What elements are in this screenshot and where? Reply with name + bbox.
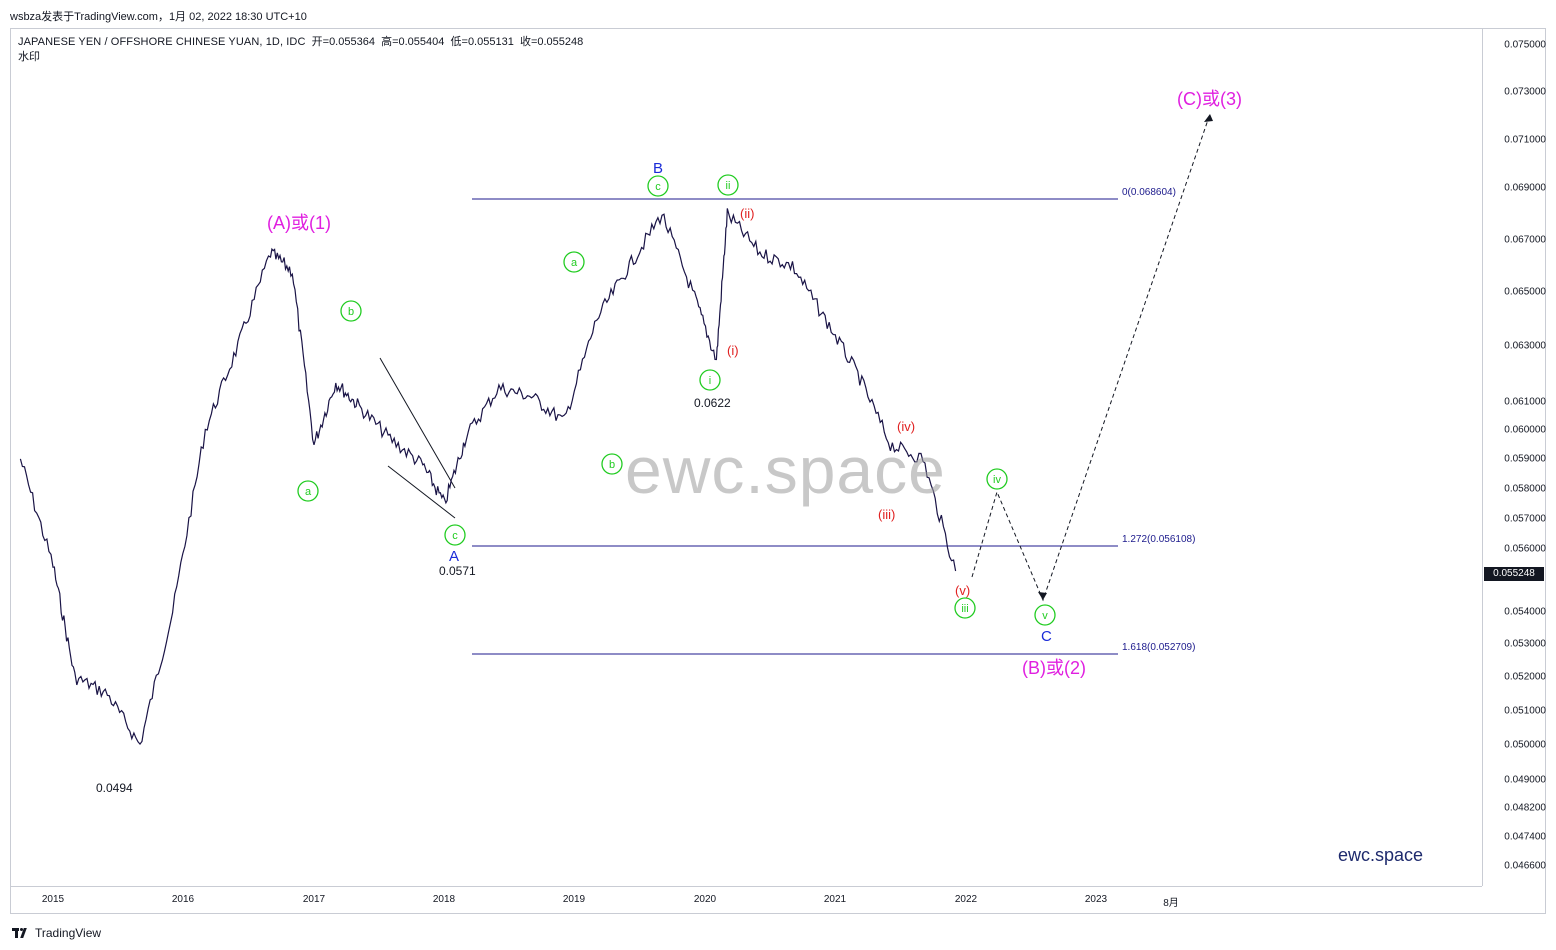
circle-label-i: i: [699, 369, 721, 391]
wave-label-B2: (B)或(2): [1022, 658, 1086, 678]
red-label-v: (v): [955, 583, 970, 598]
circle-label-c1: c: [444, 524, 466, 546]
svg-text:v: v: [1042, 610, 1048, 622]
red-label-ii: (ii): [740, 206, 754, 221]
wave-label-C3: (C)或(3): [1177, 89, 1242, 109]
svg-text:b: b: [348, 306, 354, 318]
circle-label-b1: b: [340, 300, 362, 322]
circle-label-iii: iii: [954, 597, 976, 619]
price-series[interactable]: [19, 208, 957, 746]
price-tick-label: 0.065000: [1504, 286, 1546, 298]
ohlc-close: 收=0.055248: [519, 36, 584, 48]
svg-text:iii: iii: [961, 603, 968, 615]
footer: TradingView: [0, 918, 1556, 950]
watermark-label: 水印: [18, 51, 40, 63]
price-tick-label: 0.050000: [1504, 739, 1546, 751]
price-tick-label: 0.052000: [1504, 671, 1546, 683]
price-tick-label: 0.048200: [1504, 802, 1546, 814]
price-tick-label: 0.060000: [1504, 424, 1546, 436]
price-tick-label: 0.057000: [1504, 513, 1546, 525]
chart-legend: JAPANESE YEN / OFFSHORE CHINESE YUAN, 1D…: [18, 35, 583, 65]
time-tick-label: 2023: [1084, 894, 1108, 905]
projection-arrowhead-down: [1038, 592, 1047, 600]
tradingview-logo[interactable]: TradingView: [12, 926, 101, 940]
wave-label-C: C: [1041, 628, 1052, 645]
price-tick-label: 0.069000: [1504, 182, 1546, 194]
price-tick-label: 0.063000: [1504, 340, 1546, 352]
red-label-iv: (iv): [897, 419, 915, 434]
circle-label-c2: c: [647, 175, 669, 197]
price-tick-label: 0.047400: [1504, 831, 1546, 843]
price-tick-label: 0.058000: [1504, 483, 1546, 495]
current-price-tag: 0.055248: [1484, 567, 1544, 581]
svg-text:i: i: [709, 375, 711, 387]
time-tick-label: 2021: [823, 894, 847, 905]
price-tick-label: 0.051000: [1504, 705, 1546, 717]
circle-label-ii: ii: [717, 174, 739, 196]
projection-path[interactable]: [971, 113, 1211, 602]
circle-label-b2: b: [601, 453, 623, 475]
chart-pane[interactable]: 0(0.068604) 1.272(0.056108) 1.618(0.0527…: [10, 28, 1482, 886]
time-tick-label: 2015: [41, 894, 65, 905]
wave-label-B: B: [653, 160, 663, 177]
svg-text:ii: ii: [726, 180, 731, 192]
red-label-iii: (iii): [878, 507, 895, 522]
time-tick-label: 2017: [302, 894, 326, 905]
price-tick-label: 0.075000: [1504, 39, 1546, 51]
price-tick-label: 0.046600: [1504, 860, 1546, 872]
circle-label-iv: iv: [986, 468, 1008, 490]
price-tick-label: 0.067000: [1504, 234, 1546, 246]
chart-frame: [10, 28, 1546, 914]
wave-label-A: A: [449, 548, 459, 565]
price-tick-label: 0.056000: [1504, 543, 1546, 555]
price-low-2015: 0.0494: [96, 781, 133, 795]
ohlc-open: 开=0.055364: [311, 36, 375, 48]
price-tick-label: 0.071000: [1504, 134, 1546, 146]
time-tick-label: 8月: [1163, 898, 1179, 909]
published-info: wsbza发表于TradingView.com，1月 02, 2022 18:3…: [10, 11, 307, 23]
time-tick-label: 2019: [562, 894, 586, 905]
wedge-upper-line[interactable]: [379, 357, 456, 489]
red-label-i: (i): [727, 343, 739, 358]
tradingview-logo-text: TradingView: [35, 926, 102, 940]
price-tick-label: 0.049000: [1504, 774, 1546, 786]
svg-text:c: c: [452, 530, 458, 542]
tradingview-logo-icon: [12, 928, 30, 938]
time-scale[interactable]: [10, 886, 1482, 914]
circle-label-v: v: [1034, 604, 1056, 626]
ohlc-low: 低=0.055131: [450, 36, 514, 48]
svg-text:a: a: [571, 257, 578, 269]
svg-text:a: a: [305, 486, 312, 498]
price-scale[interactable]: [1482, 28, 1546, 886]
svg-text:b: b: [609, 459, 615, 471]
price-tick-label: 0.054000: [1504, 606, 1546, 618]
wave-label-A1: (A)或(1): [267, 213, 331, 233]
circle-label-a1: a: [297, 480, 319, 502]
fib-label-0: 0(0.068604): [1122, 187, 1176, 198]
price-tick-label: 0.073000: [1504, 86, 1546, 98]
fib-label-1618: 1.618(0.052709): [1122, 642, 1195, 653]
fib-label-1272: 1.272(0.056108): [1122, 534, 1195, 545]
wedge-lower-line[interactable]: [387, 465, 456, 519]
price-low-i: 0.0622: [694, 396, 731, 410]
watermark-text: ewc.space: [625, 433, 946, 507]
symbol-title[interactable]: JAPANESE YEN / OFFSHORE CHINESE YUAN, 1D…: [18, 36, 306, 48]
price-tick-label: 0.053000: [1504, 638, 1546, 650]
time-tick-label: 2018: [432, 894, 456, 905]
circle-label-a2: a: [563, 251, 585, 273]
price-tick-label: 0.061000: [1504, 396, 1546, 408]
time-tick-label: 2022: [954, 894, 978, 905]
svg-text:iv: iv: [993, 474, 1001, 486]
price-low-A: 0.0571: [439, 564, 476, 578]
svg-text:c: c: [655, 181, 661, 193]
publication-bar: wsbza发表于TradingView.com，1月 02, 2022 18:3…: [0, 0, 1556, 28]
time-tick-label: 2020: [693, 894, 717, 905]
time-tick-label: 2016: [171, 894, 195, 905]
price-tick-label: 0.059000: [1504, 453, 1546, 465]
brand-text: ewc.space: [1338, 845, 1424, 865]
ohlc-high: 高=0.055404: [381, 36, 445, 48]
projection-arrowhead-up: [1204, 114, 1213, 122]
